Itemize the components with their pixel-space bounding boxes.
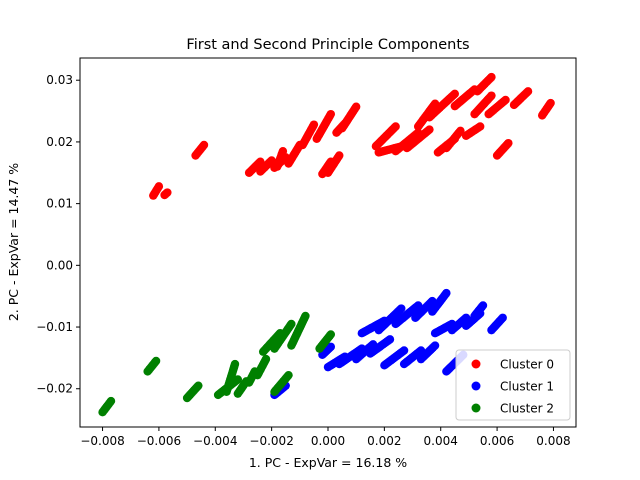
- data-point: [385, 335, 395, 344]
- data-point: [154, 182, 164, 191]
- x-tick-label: −0.006: [137, 434, 181, 448]
- points-layer: [98, 72, 555, 417]
- data-point: [504, 138, 513, 148]
- x-tick-label: −0.008: [80, 434, 124, 448]
- x-tick-label: 0.008: [536, 434, 570, 448]
- data-point: [430, 341, 440, 350]
- data-point: [351, 102, 361, 111]
- data-point: [478, 301, 488, 310]
- data-point: [391, 122, 400, 131]
- data-point: [450, 89, 460, 98]
- legend-label: Cluster 1: [500, 380, 554, 394]
- data-point: [487, 91, 496, 100]
- data-point: [425, 125, 434, 134]
- legend-label: Cluster 0: [500, 358, 554, 372]
- y-tick-label: −0.01: [36, 320, 73, 334]
- data-point: [230, 359, 240, 369]
- x-axis-label: 1. PC - ExpVar = 16.18 %: [249, 455, 407, 470]
- legend-box: [455, 349, 571, 421]
- data-point: [501, 95, 510, 105]
- data-point: [335, 151, 344, 160]
- data-point: [399, 346, 409, 355]
- y-tick-label: 0.01: [46, 197, 73, 211]
- series-0: [149, 72, 555, 200]
- x-tick-label: 0.006: [480, 434, 514, 448]
- data-point: [284, 370, 293, 380]
- data-point: [278, 146, 288, 156]
- data-point: [233, 375, 243, 384]
- data-point: [498, 313, 507, 322]
- data-point: [456, 126, 465, 136]
- chart-title: First and Second Principle Components: [186, 37, 469, 53]
- data-point: [309, 120, 319, 129]
- x-axis: −0.008 −0.006 −0.004 −0.002 0.000 0.002 0.004 0…: [80, 427, 571, 448]
- data-point: [523, 87, 533, 96]
- legend-marker: [471, 381, 481, 391]
- data-point: [340, 119, 350, 128]
- data-point: [267, 156, 276, 165]
- data-point: [442, 288, 451, 298]
- y-tick-label: 0.03: [46, 73, 73, 87]
- data-point: [397, 304, 406, 313]
- legend-label: Cluster 2: [500, 402, 554, 416]
- data-point: [487, 72, 496, 82]
- y-tick-label: −0.02: [36, 382, 73, 396]
- x-tick-label: −0.002: [249, 434, 293, 448]
- data-point: [326, 342, 336, 351]
- series-2: [98, 311, 336, 417]
- data-point: [194, 381, 203, 390]
- x-tick-label: 0.002: [367, 434, 401, 448]
- y-tick-label: 0.00: [46, 258, 73, 272]
- data-point: [287, 319, 296, 329]
- data-point: [151, 356, 161, 366]
- data-point: [199, 140, 209, 150]
- legend: Cluster 0 Cluster 1 Cluster 2: [455, 349, 571, 421]
- x-tick-label: 0.000: [311, 434, 345, 448]
- x-tick-label: 0.004: [424, 434, 458, 448]
- data-point: [261, 354, 271, 364]
- y-tick-label: 0.02: [46, 135, 73, 149]
- data-point: [475, 122, 485, 131]
- data-point: [106, 396, 116, 406]
- legend-marker: [471, 359, 481, 369]
- data-point: [326, 330, 336, 339]
- data-point: [546, 98, 555, 108]
- data-point: [326, 109, 336, 119]
- x-tick-label: −0.004: [193, 434, 237, 448]
- y-axis: −0.02 −0.01 0.00 0.01 0.02 0.03: [36, 73, 80, 396]
- data-point: [163, 188, 172, 197]
- legend-marker: [471, 403, 481, 413]
- y-axis-label: 2. PC - ExpVar = 14.47 %: [6, 163, 21, 321]
- data-point: [301, 311, 310, 321]
